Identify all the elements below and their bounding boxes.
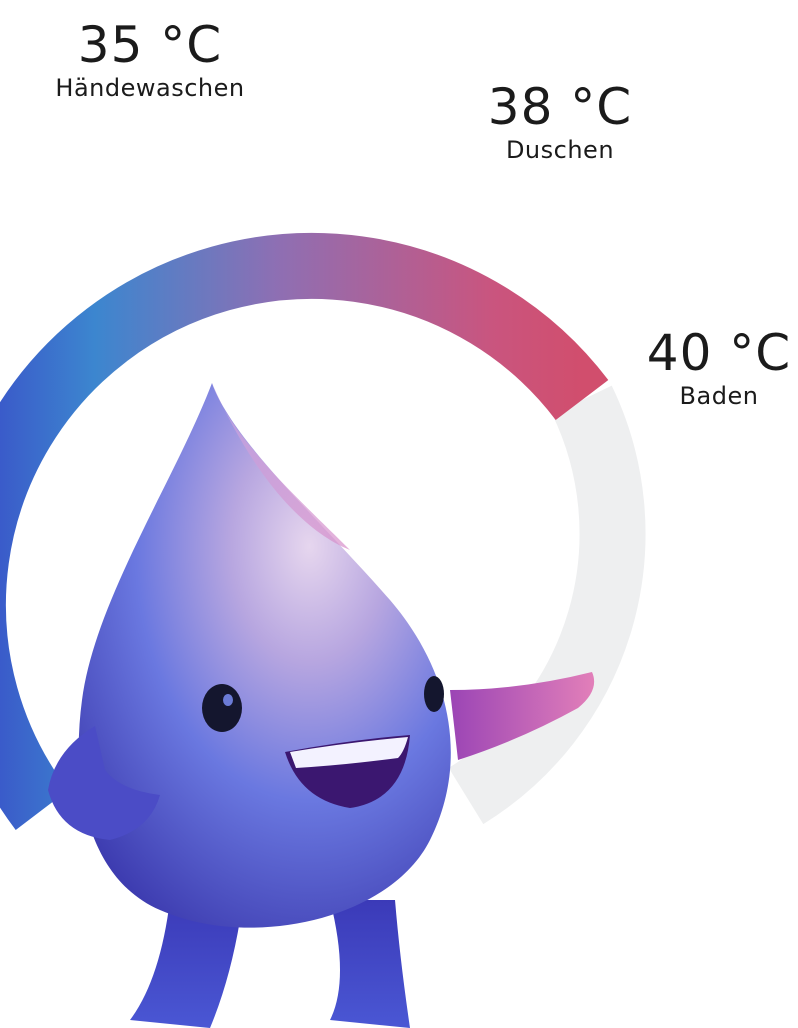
water-drop-mascot-icon [48, 383, 595, 1028]
temp-label-bath: 40 °C Baden [640, 328, 798, 408]
temp-name-bath: Baden [679, 382, 759, 410]
dial-gradient-arc [0, 233, 609, 830]
temp-value-38: 38 °C [487, 78, 633, 136]
temp-value-35: 35 °C [77, 16, 223, 74]
temp-value-40: 40 °C [646, 324, 792, 382]
temp-label-handwashing: 35 °C Händewaschen [40, 20, 260, 100]
temp-name-handwashing: Händewaschen [55, 74, 245, 102]
dial-track [448, 385, 646, 825]
temp-label-shower: 38 °C Duschen [470, 82, 650, 162]
temp-name-shower: Duschen [505, 136, 615, 164]
